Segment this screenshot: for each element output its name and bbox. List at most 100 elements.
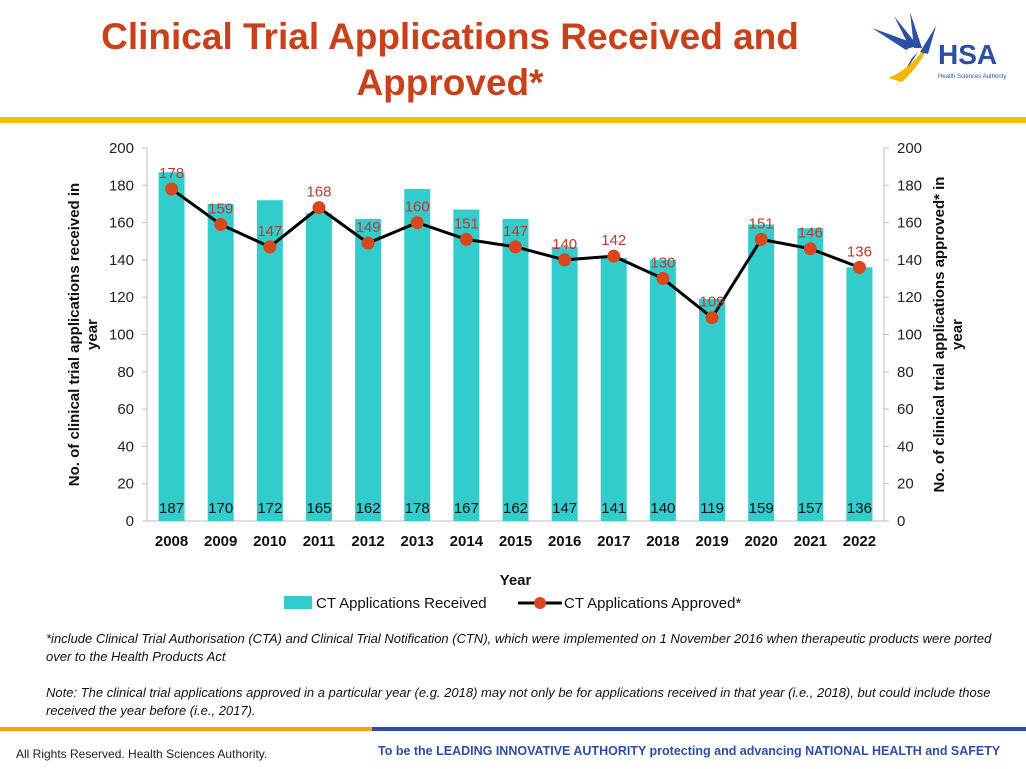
bar xyxy=(649,259,676,521)
y-tick-label-left: 40 xyxy=(117,438,134,455)
approved-value-label: 146 xyxy=(798,225,823,242)
chart-bars xyxy=(158,172,873,522)
footer-tagline: To be the LEADING INNOVATIVE AUTHORITY p… xyxy=(378,744,1001,758)
x-tick-label: 2017 xyxy=(597,533,630,550)
approved-value-label: 140 xyxy=(552,236,577,253)
y-tick-label-left: 180 xyxy=(109,177,134,194)
approved-marker xyxy=(607,249,621,263)
hsa-logo: HSA Health Sciences Authority xyxy=(872,12,1006,86)
x-tick-label: 2014 xyxy=(450,533,484,550)
bar-value-label: 157 xyxy=(798,500,823,517)
bar-value-label: 170 xyxy=(208,500,233,517)
approved-value-label: 109 xyxy=(700,294,725,311)
hsa-logo-text: HSA xyxy=(938,39,997,70)
legend-label-approved: CT Applications Approved* xyxy=(564,595,741,612)
bar-value-label: 147 xyxy=(552,500,577,517)
x-axis-title: Year xyxy=(500,572,532,589)
approved-marker xyxy=(754,232,768,246)
y-tick-label-left: 140 xyxy=(109,252,134,269)
x-tick-label: 2015 xyxy=(499,533,532,550)
bar-value-label: 162 xyxy=(356,500,381,517)
approved-value-label: 149 xyxy=(356,219,381,236)
x-tick-label: 2019 xyxy=(695,533,728,550)
bar-value-label: 187 xyxy=(159,500,184,517)
bar-value-label: 136 xyxy=(847,500,872,517)
approved-marker xyxy=(214,217,228,231)
y-axis-title-left-line1: No. of clinical trial applications recei… xyxy=(66,183,83,486)
y-tick-label-left: 200 xyxy=(109,140,134,157)
y-tick-label-right: 200 xyxy=(897,140,922,157)
approved-value-label: 142 xyxy=(601,232,626,249)
y-tick-label-left: 120 xyxy=(109,289,134,306)
approved-marker xyxy=(705,311,719,325)
approved-marker xyxy=(558,253,572,267)
bar-value-label: 162 xyxy=(503,500,528,517)
x-tick-label: 2009 xyxy=(204,533,237,550)
y-axis-title-right-line2: year xyxy=(949,319,966,350)
approved-marker xyxy=(312,201,326,215)
footer-copyright: All Rights Reserved. Health Sciences Aut… xyxy=(16,747,268,761)
page-title-line1: Clinical Trial Applications Received and xyxy=(101,16,799,57)
approved-value-label: 168 xyxy=(306,184,331,201)
page-title: Clinical Trial Applications Received and… xyxy=(50,14,850,106)
chart-legend: CT Applications Received CT Applications … xyxy=(284,595,741,612)
approved-value-label: 130 xyxy=(650,255,675,272)
approved-marker xyxy=(803,242,817,256)
bar xyxy=(158,172,185,521)
approved-value-label: 136 xyxy=(847,243,872,260)
footnote-cta-ctn: *include Clinical Trial Authorisation (C… xyxy=(46,631,992,664)
x-tick-label: 2020 xyxy=(744,533,777,550)
approved-value-label: 147 xyxy=(503,223,528,240)
bar-value-label: 167 xyxy=(454,500,479,517)
bar-value-label: 165 xyxy=(306,500,331,517)
approved-value-label: 147 xyxy=(257,223,282,240)
approved-marker xyxy=(361,236,375,250)
footer-rule-blue xyxy=(372,727,1026,731)
y-tick-label-right: 60 xyxy=(897,401,914,418)
legend-marker-approved xyxy=(534,597,546,609)
hsa-star-icon xyxy=(872,12,936,86)
bar xyxy=(699,299,726,521)
page-title-line2: Approved* xyxy=(356,62,544,103)
bar xyxy=(404,189,431,521)
bar-value-label: 159 xyxy=(749,500,774,517)
x-tick-label: 2013 xyxy=(401,533,434,550)
approved-value-label: 159 xyxy=(208,200,233,217)
legend-label-received: CT Applications Received xyxy=(316,595,487,612)
y-tick-label-right: 180 xyxy=(897,177,922,194)
bar xyxy=(551,246,578,521)
bar xyxy=(256,200,283,521)
bar-value-label: 178 xyxy=(405,500,430,517)
approved-value-label: 160 xyxy=(405,199,430,216)
y-tick-label-right: 120 xyxy=(897,289,922,306)
bar xyxy=(355,218,382,521)
approved-marker xyxy=(852,260,866,274)
bar xyxy=(600,258,627,521)
legend-swatch-received xyxy=(284,596,312,609)
x-tick-label: 2012 xyxy=(351,533,384,550)
approved-value-label: 151 xyxy=(749,215,774,232)
y-tick-label-right: 80 xyxy=(897,364,914,381)
x-tick-label: 2016 xyxy=(548,533,581,550)
y-tick-label-right: 100 xyxy=(897,327,922,344)
bar xyxy=(453,209,480,522)
y-tick-label-right: 40 xyxy=(897,438,914,455)
bar xyxy=(502,218,529,521)
x-tick-label: 2010 xyxy=(253,533,286,550)
approved-marker xyxy=(459,232,473,246)
bar-value-label: 140 xyxy=(650,500,675,517)
approved-marker xyxy=(656,272,670,286)
bar xyxy=(797,228,824,521)
approved-marker xyxy=(410,216,424,230)
approved-value-label: 151 xyxy=(454,215,479,232)
y-tick-label-right: 160 xyxy=(897,215,922,232)
bar xyxy=(748,224,775,521)
bar-value-label: 172 xyxy=(257,500,282,517)
approved-value-label: 178 xyxy=(159,165,184,182)
chart-line-series xyxy=(165,182,866,325)
y-axis-title-left-line2: year xyxy=(84,319,101,350)
approved-marker xyxy=(263,240,277,254)
y-tick-label-left: 80 xyxy=(117,364,134,381)
